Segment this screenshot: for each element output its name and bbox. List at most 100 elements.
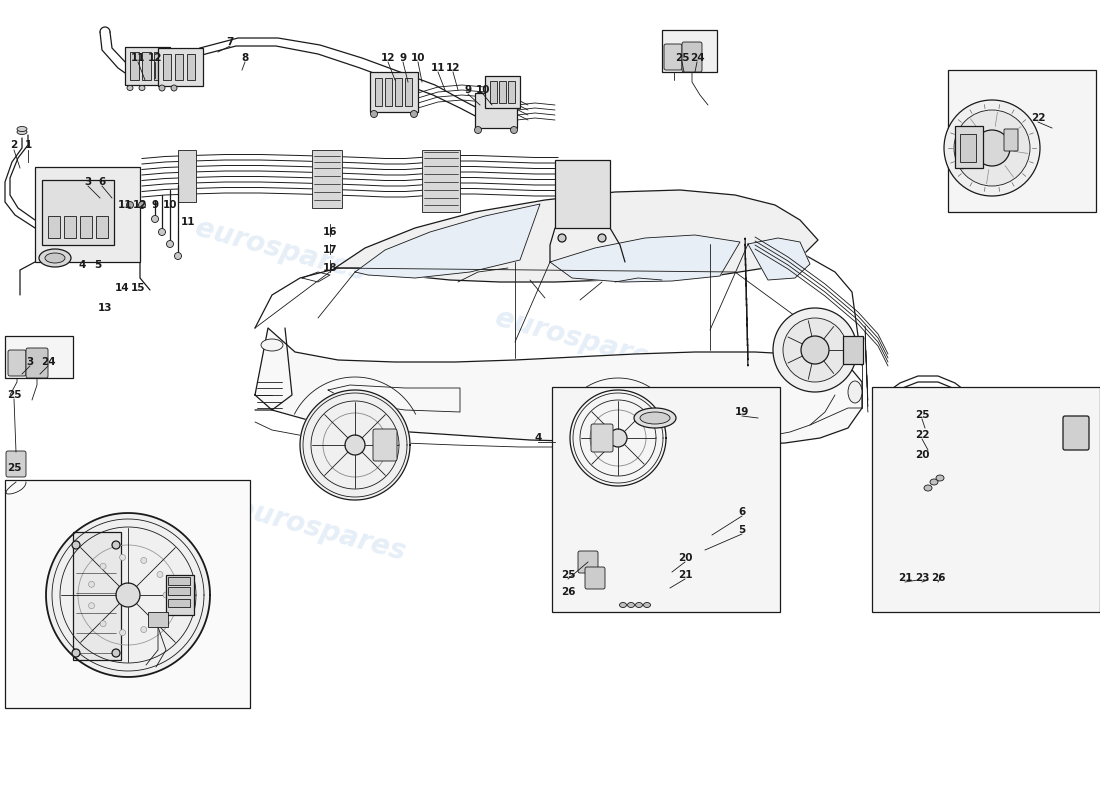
Polygon shape (336, 190, 818, 282)
Bar (187, 54, 195, 80)
Circle shape (944, 100, 1040, 196)
Bar (385, 78, 392, 106)
Text: 21: 21 (898, 573, 912, 583)
Ellipse shape (16, 130, 28, 134)
Text: 20: 20 (915, 450, 930, 460)
Bar (843, 336, 864, 364)
Text: 11: 11 (431, 63, 446, 73)
Ellipse shape (120, 554, 125, 560)
Ellipse shape (627, 602, 635, 607)
Text: 13: 13 (98, 303, 112, 313)
FancyBboxPatch shape (664, 44, 682, 70)
Bar (508, 81, 515, 103)
Ellipse shape (141, 626, 146, 633)
Text: 23: 23 (915, 573, 930, 583)
Text: 11: 11 (118, 200, 132, 210)
Text: 4: 4 (535, 433, 541, 443)
Bar (960, 134, 976, 162)
Ellipse shape (100, 563, 106, 570)
Text: 6: 6 (98, 177, 106, 187)
FancyBboxPatch shape (682, 42, 702, 72)
Ellipse shape (141, 558, 146, 563)
Circle shape (72, 541, 80, 549)
Text: 12: 12 (381, 53, 395, 63)
Circle shape (801, 336, 829, 364)
Text: 24: 24 (690, 53, 704, 63)
Bar (130, 52, 139, 80)
Text: 18: 18 (322, 263, 338, 273)
Bar (142, 52, 151, 80)
Bar (955, 126, 983, 168)
Text: 26: 26 (931, 573, 945, 583)
Text: eurospares: eurospares (492, 304, 669, 376)
Text: 24: 24 (41, 357, 55, 367)
Ellipse shape (634, 408, 676, 428)
FancyBboxPatch shape (1063, 416, 1089, 450)
Text: 14: 14 (114, 283, 130, 293)
Bar (168, 599, 190, 607)
Polygon shape (355, 204, 540, 278)
Text: 11: 11 (131, 53, 145, 63)
Text: 21: 21 (678, 570, 692, 580)
Text: 19: 19 (735, 407, 749, 417)
Bar (163, 54, 170, 80)
Bar (154, 52, 163, 80)
Circle shape (116, 583, 140, 607)
Bar (166, 575, 194, 615)
Circle shape (345, 435, 365, 455)
Text: 25: 25 (561, 570, 575, 580)
Polygon shape (255, 328, 862, 445)
Polygon shape (748, 238, 810, 280)
Bar (375, 78, 382, 106)
Ellipse shape (170, 85, 177, 91)
Ellipse shape (410, 110, 418, 118)
Bar (422, 150, 460, 212)
Ellipse shape (45, 253, 65, 263)
Text: 25: 25 (7, 390, 21, 400)
Circle shape (783, 318, 847, 382)
Bar (872, 387, 1100, 612)
Bar (662, 30, 717, 72)
Bar (168, 577, 190, 585)
Circle shape (609, 429, 627, 447)
Text: 5: 5 (738, 525, 746, 535)
Ellipse shape (158, 229, 165, 235)
Bar (64, 216, 76, 238)
Text: 1: 1 (24, 140, 32, 150)
Text: 22: 22 (915, 430, 930, 440)
Bar (485, 76, 520, 108)
Ellipse shape (100, 621, 106, 626)
FancyBboxPatch shape (1004, 129, 1018, 151)
Ellipse shape (619, 602, 627, 607)
Text: 25: 25 (915, 410, 930, 420)
Text: 10: 10 (410, 53, 426, 63)
Ellipse shape (644, 602, 650, 607)
Ellipse shape (120, 630, 125, 636)
Ellipse shape (924, 485, 932, 491)
Bar (6, 336, 73, 378)
Ellipse shape (510, 126, 517, 134)
Bar (35, 167, 140, 262)
Bar (125, 47, 170, 85)
FancyBboxPatch shape (6, 451, 26, 477)
Ellipse shape (640, 412, 670, 424)
Ellipse shape (157, 613, 163, 618)
Bar (312, 150, 342, 208)
Ellipse shape (160, 85, 165, 91)
Ellipse shape (88, 602, 95, 609)
Ellipse shape (930, 479, 938, 485)
FancyBboxPatch shape (8, 350, 26, 376)
Circle shape (598, 234, 606, 242)
Text: 22: 22 (1031, 113, 1045, 123)
Text: eurospares: eurospares (191, 214, 368, 286)
Text: 9: 9 (152, 200, 158, 210)
Text: 10: 10 (475, 85, 491, 95)
Text: 6: 6 (738, 507, 746, 517)
Ellipse shape (848, 381, 862, 403)
Ellipse shape (157, 571, 163, 578)
Text: 25: 25 (7, 463, 21, 473)
Ellipse shape (139, 86, 145, 90)
Circle shape (72, 649, 80, 657)
Ellipse shape (39, 249, 72, 267)
Text: 12: 12 (133, 200, 147, 210)
